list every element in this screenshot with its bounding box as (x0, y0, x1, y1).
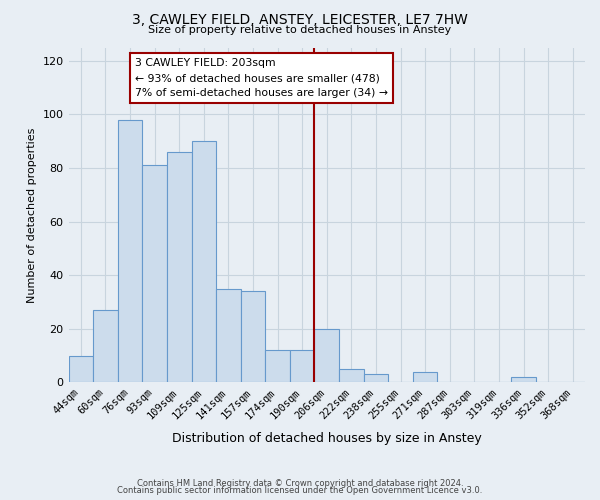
Bar (216, 288, 241, 382)
Text: 3 CAWLEY FIELD: 203sqm
← 93% of detached houses are smaller (478)
7% of semi-det: 3 CAWLEY FIELD: 203sqm ← 93% of detached… (135, 58, 388, 98)
Bar (68, 356, 93, 382)
Bar (241, 292, 265, 382)
Text: Contains HM Land Registry data © Crown copyright and database right 2024.: Contains HM Land Registry data © Crown c… (137, 478, 463, 488)
Text: 3, CAWLEY FIELD, ANSTEY, LEICESTER, LE7 7HW: 3, CAWLEY FIELD, ANSTEY, LEICESTER, LE7 … (132, 12, 468, 26)
Bar (339, 369, 364, 382)
Text: Size of property relative to detached houses in Anstey: Size of property relative to detached ho… (148, 25, 452, 35)
Bar (191, 142, 216, 382)
Bar (413, 372, 437, 382)
Bar (167, 152, 191, 382)
Y-axis label: Number of detached properties: Number of detached properties (27, 128, 37, 302)
Bar (511, 377, 536, 382)
Text: Contains public sector information licensed under the Open Government Licence v3: Contains public sector information licen… (118, 486, 482, 495)
Bar (93, 310, 118, 382)
Bar (265, 350, 290, 382)
Bar (290, 350, 314, 382)
Bar (314, 329, 339, 382)
X-axis label: Distribution of detached houses by size in Anstey: Distribution of detached houses by size … (172, 432, 482, 445)
Bar (118, 120, 142, 382)
Bar (364, 374, 388, 382)
Bar (142, 166, 167, 382)
